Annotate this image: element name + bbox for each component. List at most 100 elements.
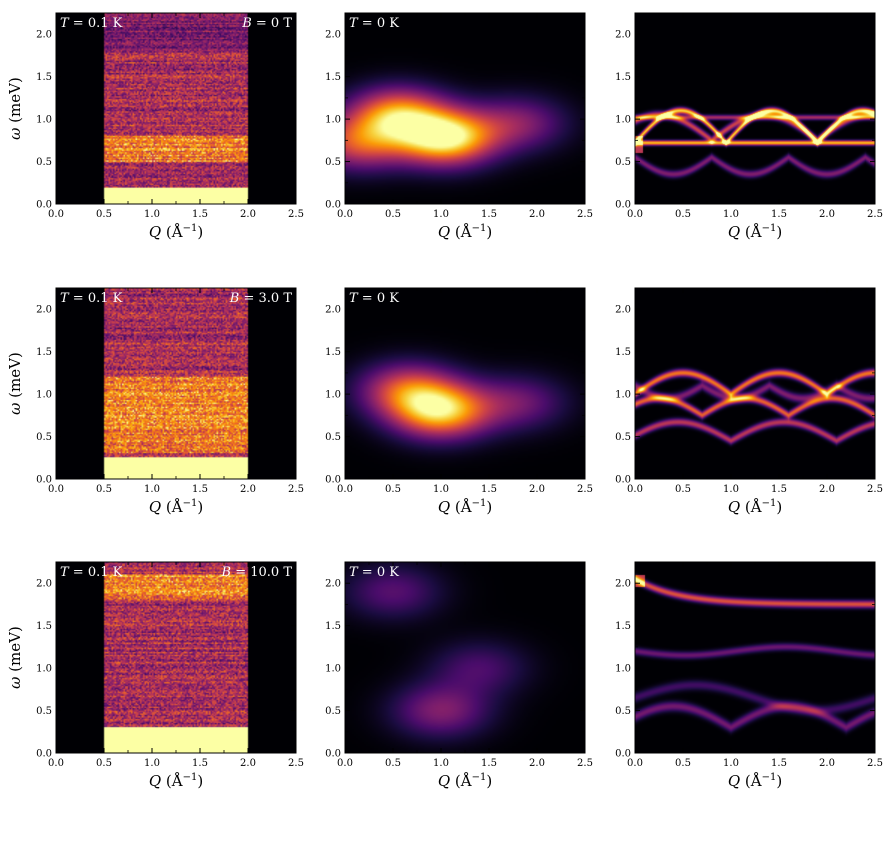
y-axis-label: ω (meV)	[6, 626, 24, 689]
y-tick-label: 1.0	[325, 664, 341, 675]
x-axis-label: Q (Å−1)	[728, 772, 782, 790]
x-tick-label: 2.5	[867, 209, 883, 220]
x-tick-label: 2.5	[288, 209, 304, 220]
y-tick-label: 0.0	[615, 200, 631, 211]
annotation-field: B = 0 T	[241, 16, 292, 31]
panel-r1-c3: 0.0 0.5 1.0 1.5 2.0 2.5 0.0 0.5 1.0 1.5 2.0 Q (Å−1)	[615, 12, 883, 241]
x-axis-label: Q (Å−1)	[149, 772, 203, 790]
x-tick-label: 0.0	[337, 209, 353, 220]
y-tick-label: 2.0	[325, 30, 341, 41]
y-tick-label: 2.0	[615, 305, 631, 316]
y-axis-label: ω (meV)	[6, 77, 24, 140]
x-axis-label: Q (Å−1)	[438, 498, 492, 516]
x-tick-label: 2.0	[240, 209, 256, 220]
y-tick-label: 0.0	[36, 475, 52, 486]
y-tick-label: 0.0	[615, 749, 631, 760]
y-tick-label: 1.0	[615, 115, 631, 126]
y-tick-label: 1.0	[325, 390, 341, 401]
x-tick-label: 1.5	[481, 209, 497, 220]
x-tick-label: 1.0	[723, 484, 739, 495]
x-tick-label: 0.5	[675, 209, 691, 220]
y-tick-label: 2.0	[615, 579, 631, 590]
panel-r1-c2: 0.0 0.5 1.0 1.5 2.0 2.5 0.0 0.5 1.0 1.5 2.0 Q (Å−1)…	[325, 12, 593, 241]
x-tick-label: 2.0	[819, 209, 835, 220]
y-axis-label: ω (meV)	[6, 352, 24, 415]
x-tick-label: 2.0	[819, 484, 835, 495]
y-tick-label: 0.0	[615, 475, 631, 486]
panel-r2-c1: 0.0 0.5 1.0 1.5 2.0 2.5 0.0 0.5 1.0 1.5 2.0 Q (Å−1)…	[6, 287, 304, 516]
x-tick-label: 0.5	[385, 758, 401, 769]
x-tick-label: 0.5	[96, 758, 112, 769]
y-tick-label: 0.5	[36, 432, 52, 443]
y-tick-label: 0.0	[325, 200, 341, 211]
y-tick-label: 1.5	[325, 347, 341, 358]
x-tick-label: 0.5	[96, 209, 112, 220]
heatmap-image	[345, 562, 585, 753]
x-axis-label: Q (Å−1)	[149, 223, 203, 241]
y-tick-label: 1.0	[325, 115, 341, 126]
y-tick-label: 2.0	[36, 579, 52, 590]
panel-r3-c3: 0.0 0.5 1.0 1.5 2.0 2.5 0.0 0.5 1.0 1.5 2.0 Q (Å−1)	[615, 561, 883, 790]
x-tick-label: 2.0	[240, 758, 256, 769]
x-tick-label: 1.5	[192, 758, 208, 769]
y-tick-label: 1.5	[36, 621, 52, 632]
x-tick-label: 2.5	[288, 484, 304, 495]
x-tick-label: 2.5	[288, 758, 304, 769]
x-tick-label: 2.0	[240, 484, 256, 495]
x-tick-label: 1.0	[433, 758, 449, 769]
y-tick-label: 2.0	[325, 305, 341, 316]
panel-r2-c2: 0.0 0.5 1.0 1.5 2.0 2.5 0.0 0.5 1.0 1.5 2.0 Q (Å−1)…	[325, 287, 593, 516]
x-tick-label: 1.5	[771, 484, 787, 495]
x-tick-label: 1.0	[144, 209, 160, 220]
x-tick-label: 1.5	[192, 484, 208, 495]
x-tick-label: 1.0	[723, 758, 739, 769]
y-tick-label: 1.5	[325, 72, 341, 83]
y-tick-label: 0.0	[325, 475, 341, 486]
x-tick-label: 0.5	[96, 484, 112, 495]
y-tick-label: 1.5	[36, 347, 52, 358]
panel-r3-c1: 0.0 0.5 1.0 1.5 2.0 2.5 0.0 0.5 1.0 1.5 2.0 Q (Å−1)…	[6, 561, 304, 790]
panel-r3-c2: 0.0 0.5 1.0 1.5 2.0 2.5 0.0 0.5 1.0 1.5 2.0 Q (Å−1)…	[325, 561, 593, 790]
heatmap-image	[635, 288, 875, 479]
y-tick-label: 1.5	[615, 621, 631, 632]
x-tick-label: 2.5	[577, 209, 593, 220]
heatmap-image	[635, 562, 875, 753]
x-tick-label: 0.5	[385, 209, 401, 220]
heatmap-image	[635, 13, 875, 204]
annotation-temperature: T = 0.1 K	[60, 16, 123, 31]
y-tick-label: 0.5	[615, 432, 631, 443]
x-axis-label: Q (Å−1)	[149, 498, 203, 516]
y-tick-label: 1.5	[325, 621, 341, 632]
y-tick-label: 0.5	[615, 157, 631, 168]
y-tick-label: 0.5	[325, 706, 341, 717]
y-tick-label: 0.5	[325, 432, 341, 443]
x-tick-label: 1.0	[433, 484, 449, 495]
heatmap-image	[56, 13, 296, 204]
x-tick-label: 2.0	[529, 758, 545, 769]
x-tick-label: 2.5	[577, 484, 593, 495]
y-tick-label: 2.0	[36, 305, 52, 316]
y-tick-label: 2.0	[615, 30, 631, 41]
x-axis-label: Q (Å−1)	[728, 498, 782, 516]
y-tick-label: 1.0	[615, 390, 631, 401]
x-tick-label: 1.0	[144, 758, 160, 769]
x-tick-label: 1.0	[144, 484, 160, 495]
y-tick-label: 0.5	[325, 157, 341, 168]
y-tick-label: 1.5	[615, 72, 631, 83]
x-tick-label: 0.5	[385, 484, 401, 495]
y-tick-label: 0.5	[615, 706, 631, 717]
x-tick-label: 0.0	[337, 758, 353, 769]
x-tick-label: 2.5	[867, 484, 883, 495]
x-tick-label: 1.0	[723, 209, 739, 220]
heatmap-image	[56, 562, 296, 753]
y-tick-label: 1.5	[36, 72, 52, 83]
y-tick-label: 0.5	[36, 706, 52, 717]
y-tick-label: 2.0	[325, 579, 341, 590]
x-tick-label: 0.0	[337, 484, 353, 495]
y-tick-label: 2.0	[36, 30, 52, 41]
x-tick-label: 0.5	[675, 484, 691, 495]
x-tick-label: 1.5	[481, 758, 497, 769]
y-tick-label: 1.5	[615, 347, 631, 358]
x-tick-label: 0.5	[675, 758, 691, 769]
y-tick-label: 1.0	[615, 664, 631, 675]
